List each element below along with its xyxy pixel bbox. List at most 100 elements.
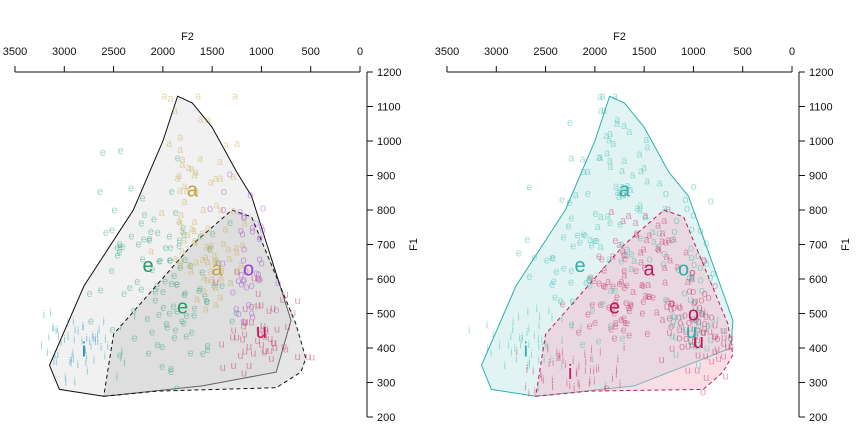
vowel-token: o — [656, 227, 662, 239]
vowel-token: i — [490, 347, 492, 359]
vowel-token: e — [138, 284, 144, 296]
vowel-token: a — [662, 262, 669, 274]
vowel-centroid-label: u — [693, 331, 704, 353]
vowel-token: e — [163, 242, 169, 254]
vowel-centroid-label: o — [243, 259, 254, 281]
vowel-token: e — [549, 279, 555, 291]
vowel-token: e — [600, 280, 606, 292]
vowel-centroid-label: a — [619, 179, 631, 201]
vowel-token: e — [610, 281, 616, 293]
vowel-token: e — [666, 313, 672, 325]
vowel-token: u — [240, 334, 246, 346]
vowel-token: o — [239, 228, 245, 240]
vowel-token: e — [117, 350, 123, 362]
vowel-token: a — [612, 91, 619, 103]
vowel-token: e — [155, 227, 161, 239]
vowel-token: a — [191, 237, 198, 249]
vowel-token: a — [638, 246, 645, 258]
vowel-token: i — [546, 341, 548, 353]
vowel-token: i — [588, 378, 590, 390]
vowel-token: o — [693, 314, 699, 326]
vowel-token: a — [619, 165, 626, 177]
vowel-token: u — [262, 345, 268, 357]
vowel-token: e — [114, 242, 120, 254]
vowel-token: a — [659, 228, 666, 240]
vowel-token: a — [646, 230, 653, 242]
vowel-token: e — [532, 252, 538, 264]
vowel-token: e — [188, 347, 194, 359]
vowel-token: u — [230, 332, 236, 344]
vowel-token: a — [595, 221, 602, 233]
x-tick-label: 3500 — [3, 46, 27, 58]
vowel-token: e — [592, 208, 598, 220]
y-tick-label: 900 — [377, 171, 395, 183]
vowel-token: o — [690, 267, 696, 279]
vowel-token: i — [526, 364, 528, 376]
vowel-token: e — [131, 332, 137, 344]
vowel-token: e — [152, 295, 158, 307]
vowel-token: a — [179, 245, 186, 257]
vowel-token: e — [612, 333, 618, 345]
vowel-token: u — [669, 330, 675, 342]
vowel-token: o — [712, 280, 718, 292]
vowel-token: o — [676, 333, 682, 345]
vowel-centroid-label: a — [644, 259, 656, 281]
y-axis-title: F1 — [840, 238, 852, 251]
vowel-token: u — [695, 316, 701, 328]
vowel-token: i — [66, 318, 68, 330]
vowel-token: a — [211, 250, 218, 262]
y-tick-label: 1000 — [377, 136, 401, 148]
vowel-token: i — [537, 355, 539, 367]
vowel-token: e — [607, 217, 613, 229]
vowel-token: a — [655, 242, 662, 254]
vowel-token: u — [219, 339, 225, 351]
vowel-token: o — [235, 275, 241, 287]
vowel-token: a — [637, 199, 644, 211]
vowel-token: e — [138, 217, 144, 229]
vowel-token: e — [120, 241, 126, 253]
vowel-token: a — [242, 218, 249, 230]
vowel-token: a — [177, 255, 184, 267]
vowel-token: i — [90, 341, 92, 353]
vowel-token: e — [168, 366, 174, 378]
vowel-token: e — [650, 292, 656, 304]
vowel-token: e — [642, 262, 648, 274]
vowel-token: o — [696, 316, 702, 328]
vowel-token: e — [621, 282, 627, 294]
vowel-token: e — [585, 188, 591, 200]
vowel-token: i — [604, 381, 606, 393]
vowel-token: a — [633, 229, 640, 241]
vowel-token: e — [583, 277, 589, 289]
vowel-token: e — [577, 237, 583, 249]
vowel-token: i — [526, 327, 528, 339]
vowel-token: a — [205, 256, 212, 268]
vowel-token: a — [656, 244, 663, 256]
vowel-token: i — [592, 365, 594, 377]
vowel-token: e — [157, 255, 163, 267]
vowel-token: u — [254, 335, 260, 347]
vowel-token: a — [621, 270, 628, 282]
vowel-token: u — [687, 294, 693, 306]
vowel-token: i — [524, 382, 526, 394]
vowel-token: a — [616, 191, 623, 203]
vowel-token: e — [570, 240, 576, 252]
vowel-token: i — [558, 349, 560, 361]
vowel-token: u — [268, 353, 274, 365]
vowel-token: i — [528, 387, 530, 399]
vowel-token: u — [666, 327, 672, 339]
vowel-token: u — [728, 332, 734, 344]
vowel-token: u — [234, 331, 240, 343]
vowel-token: o — [677, 318, 683, 330]
vowel-token: o — [238, 279, 244, 291]
vowel-token: e — [167, 254, 173, 266]
vowel-token: a — [208, 265, 215, 277]
vowel-token: u — [263, 325, 269, 337]
vowel-token: i — [510, 347, 512, 359]
vowel-token: u — [695, 360, 701, 372]
vowel-token: a — [204, 274, 211, 286]
vowel-token: e — [591, 275, 597, 287]
vowel-token: u — [693, 327, 699, 339]
vowel-token: e — [211, 280, 217, 292]
vowel-token: a — [661, 215, 668, 227]
vowel-token: e — [624, 317, 630, 329]
